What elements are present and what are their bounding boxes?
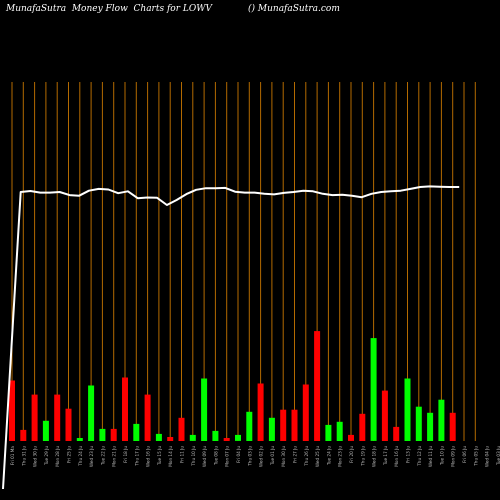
x-tick-label: Thu 26 Ju [304, 446, 309, 467]
money-flow-bar [427, 412, 434, 441]
money-flow-bar [393, 426, 400, 441]
x-tick-label: Tue 22 Ju [100, 446, 105, 466]
x-tick-label: Fri 27 Ju [293, 446, 298, 463]
x-tick-label: Mon 30 Ju [281, 446, 286, 467]
money-flow-bar [404, 378, 411, 441]
x-tick-label: Fri 01 Ma [10, 446, 15, 466]
money-flow-bar [155, 433, 162, 441]
x-tick-label: Wed 11 Ju [428, 446, 433, 467]
money-flow-bar [212, 430, 219, 441]
x-tick-label: Wed 18 Ju [372, 446, 377, 467]
x-tick-label: Mon 09 Ju [451, 446, 456, 467]
money-flow-bar [302, 384, 309, 441]
money-flow-bar [291, 409, 298, 441]
x-tick-label: Tue 08 Ju [213, 446, 218, 466]
x-tick-label: Wed 30 Ju [33, 446, 38, 467]
x-tick-label: Fri 25 Ju [67, 446, 72, 463]
money-flow-bar [20, 429, 27, 441]
money-flow-bar [268, 417, 275, 441]
x-tick-label: Fri 20 Ju [349, 446, 354, 463]
x-tick-label: Fri 11 Ju [180, 446, 185, 463]
money-flow-bar [381, 390, 388, 441]
x-tick-label: Tue 01 Ju [270, 446, 275, 466]
money-flow-bar [54, 394, 61, 441]
money-flow-bar [110, 428, 117, 441]
x-tick-label: Thu 05 Ju [473, 446, 478, 467]
money-flow-bar [88, 385, 95, 441]
money-flow-bar [415, 406, 422, 441]
x-tick-label: Mon 21 Ju [112, 446, 117, 467]
money-flow-bar [189, 434, 196, 441]
x-tick-label: Tue 03 Ju [496, 446, 500, 466]
money-flow-bar [99, 428, 106, 441]
x-tick-label: Fri 04 Ju [236, 446, 241, 463]
x-tick-label: Wed 02 Ju [259, 446, 264, 467]
x-tick-label: Mon 28 Ju [55, 446, 60, 467]
money-flow-bar [314, 331, 321, 441]
money-flow-bar [325, 424, 332, 441]
money-flow-bar [144, 394, 151, 441]
money-flow-bar [133, 423, 140, 441]
x-tick-label: Wed 04 Ju [485, 446, 490, 467]
x-tick-label: Mon 07 Ju [225, 446, 230, 467]
x-tick-label: Mon 14 Ju [168, 446, 173, 467]
money-flow-bar [223, 438, 230, 441]
x-tick-label: Wed 16 Ju [146, 446, 151, 467]
x-tick-label: Wed 25 Ju [315, 446, 320, 467]
x-tick-label: Thu 19 Ju [360, 446, 365, 467]
x-tick-label: Mon 23 Ju [338, 446, 343, 467]
money-flow-bar [359, 413, 366, 441]
x-tick-label: Tue 15 Ju [157, 446, 162, 466]
money-flow-bar [167, 437, 174, 441]
money-flow-bar [438, 399, 445, 441]
price-line [2, 185, 460, 490]
money-flow-bar [65, 408, 72, 441]
x-tick-label: Mon 16 Ju [394, 446, 399, 467]
money-flow-bar [235, 434, 241, 441]
x-tick-label: Thu 17 Ju [134, 446, 139, 467]
money-flow-bar [336, 421, 343, 441]
money-flow-bar [257, 383, 264, 441]
x-tick-label: Thu 10 Ju [191, 446, 196, 467]
x-tick-label: Thu 24 Ju [78, 446, 83, 467]
x-tick-label: Thu 12 Ju [417, 446, 422, 467]
x-tick-label: Fri 18 Ju [123, 446, 128, 463]
money-flow-bar [370, 338, 377, 441]
x-tick-label: Tue 17 Ju [383, 446, 388, 466]
x-tick-label: Tue 10 Ju [439, 446, 444, 466]
x-tick-label: Tue 24 Ju [326, 446, 331, 466]
money-flow-bar [42, 420, 49, 441]
money-flow-bar [178, 417, 185, 441]
x-tick-label: Tue 29 Ju [44, 446, 49, 466]
x-tick-label: Fri 13 Ju [406, 446, 411, 463]
money-flow-bar [31, 394, 38, 441]
site-credit: () MunafaSutra.com [248, 4, 340, 14]
x-tick-label: Fri 06 Ju [462, 446, 467, 463]
x-tick-label: Wed 23 Ju [89, 446, 94, 467]
x-tick-label: Wed 09 Ju [202, 446, 207, 467]
x-tick-label: Thu 31 Ju [21, 446, 26, 467]
money-flow-bar [201, 378, 208, 441]
money-flow-bar [9, 380, 15, 441]
x-tick-label: Thu 03 Ju [247, 446, 252, 467]
money-flow-bar [76, 438, 83, 441]
chart-title: MunafaSutra Money Flow Charts for LOWV [6, 4, 212, 14]
money-flow-bar [122, 377, 128, 441]
money-flow-bar [280, 409, 287, 441]
money-flow-bar [449, 412, 456, 441]
money-flow-bar [348, 434, 354, 441]
money-flow-bar [246, 411, 253, 441]
